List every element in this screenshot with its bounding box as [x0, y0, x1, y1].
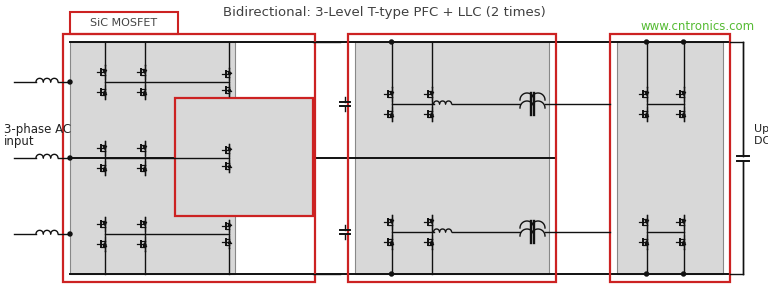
Circle shape — [644, 40, 648, 44]
Polygon shape — [390, 241, 393, 244]
Polygon shape — [645, 113, 648, 116]
Circle shape — [681, 40, 686, 44]
Bar — [175, 98, 313, 216]
Polygon shape — [104, 167, 106, 170]
Bar — [355, 42, 549, 274]
Polygon shape — [430, 113, 433, 116]
Polygon shape — [430, 241, 433, 244]
Polygon shape — [430, 92, 433, 95]
Polygon shape — [228, 225, 231, 227]
Text: Up to 1000 V: Up to 1000 V — [754, 124, 768, 134]
Polygon shape — [104, 71, 106, 73]
Bar — [617, 42, 723, 274]
Polygon shape — [104, 223, 106, 225]
Polygon shape — [645, 241, 648, 244]
Polygon shape — [144, 167, 146, 170]
Polygon shape — [104, 147, 106, 149]
Text: 3-phase AC: 3-phase AC — [4, 123, 71, 136]
Polygon shape — [430, 220, 433, 223]
Bar — [348, 34, 556, 282]
Text: www.cntronics.com: www.cntronics.com — [641, 19, 755, 33]
Circle shape — [68, 232, 72, 236]
Polygon shape — [645, 92, 648, 95]
Polygon shape — [682, 220, 685, 223]
Polygon shape — [228, 73, 231, 75]
Circle shape — [68, 156, 72, 160]
Polygon shape — [682, 113, 685, 116]
Polygon shape — [228, 149, 231, 151]
Circle shape — [389, 272, 393, 276]
Polygon shape — [682, 241, 685, 244]
Polygon shape — [144, 147, 146, 149]
Polygon shape — [390, 92, 393, 95]
Bar — [70, 12, 178, 34]
Polygon shape — [104, 243, 106, 246]
Polygon shape — [390, 220, 393, 223]
Polygon shape — [144, 243, 146, 246]
Text: SiC MOSFET: SiC MOSFET — [91, 18, 157, 28]
Polygon shape — [228, 241, 231, 244]
Polygon shape — [682, 92, 685, 95]
Circle shape — [68, 80, 72, 84]
Bar — [70, 42, 235, 274]
Bar — [610, 34, 730, 282]
Polygon shape — [228, 89, 231, 92]
Text: Bidirectional: 3-Level T-type PFC + LLC (2 times): Bidirectional: 3-Level T-type PFC + LLC … — [223, 6, 545, 19]
Bar — [63, 34, 315, 282]
Polygon shape — [228, 165, 231, 168]
Text: input: input — [4, 134, 35, 147]
Circle shape — [644, 272, 648, 276]
Polygon shape — [144, 223, 146, 225]
Polygon shape — [144, 71, 146, 73]
Polygon shape — [144, 91, 146, 94]
Polygon shape — [645, 220, 648, 223]
Polygon shape — [104, 91, 106, 94]
Circle shape — [681, 272, 686, 276]
Polygon shape — [390, 113, 393, 116]
Text: DC output: DC output — [754, 136, 768, 146]
Circle shape — [389, 40, 393, 44]
